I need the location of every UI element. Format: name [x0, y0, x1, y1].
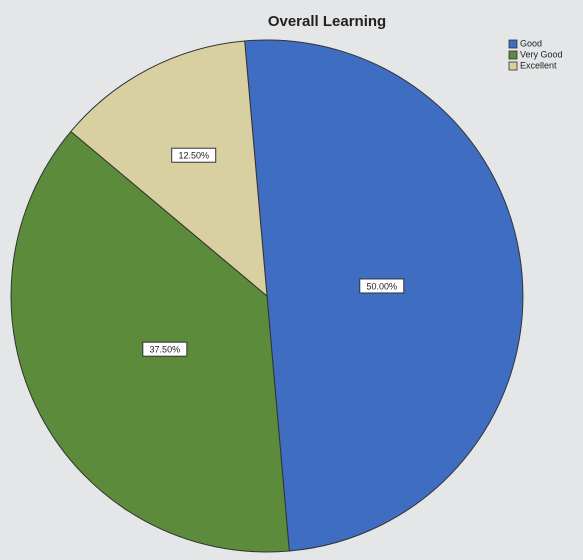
legend-label: Excellent	[520, 60, 557, 70]
legend-label: Very Good	[520, 49, 563, 59]
value-label: 37.50%	[150, 345, 181, 355]
value-label-box	[171, 147, 217, 163]
value-label-box	[359, 278, 405, 294]
chart-title: Overall Learning	[268, 13, 386, 30]
value-label: 50.00%	[366, 281, 397, 291]
pie-slice	[244, 39, 524, 552]
legend-swatch	[508, 50, 518, 60]
legend-swatch	[508, 39, 518, 49]
value-label: 12.50%	[178, 151, 209, 161]
legend-swatch	[508, 61, 518, 71]
legend-label: Good	[520, 38, 542, 48]
pie-slice	[70, 40, 268, 298]
value-label-box	[142, 341, 188, 357]
